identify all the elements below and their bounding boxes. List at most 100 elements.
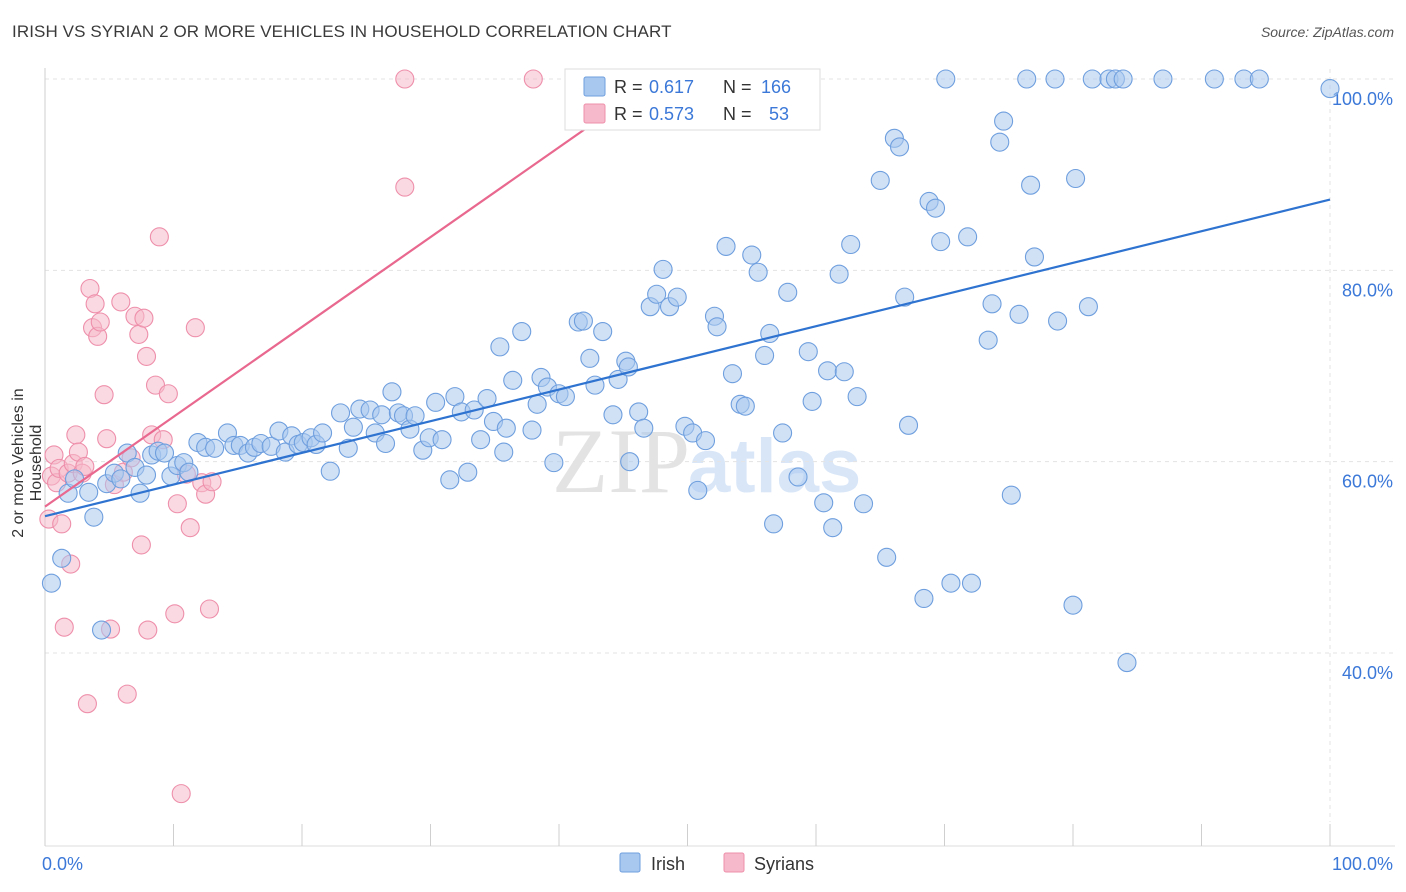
irish-point (84, 507, 104, 527)
irish-point (773, 423, 793, 443)
syrian-point (54, 617, 74, 637)
irish-point (432, 430, 452, 450)
irish-point (338, 438, 358, 458)
irish-point (503, 370, 523, 390)
irish-point (748, 262, 768, 282)
stats-legend: R = 0.617 N = 166 R = 0.573 N = 53 (564, 68, 821, 131)
syrian-point (117, 684, 137, 704)
axes: 40.0% 60.0% 80.0% 100.0% 0.0% 100.0% (42, 68, 1395, 874)
y-tick-label: 80.0% (1342, 280, 1393, 300)
y-tick-label: 60.0% (1342, 472, 1393, 492)
irish-point (707, 317, 727, 337)
irish-point (914, 588, 934, 609)
irish-point (653, 259, 673, 279)
irish-point (853, 494, 874, 514)
irish-point (629, 402, 649, 422)
syrian-point (97, 429, 117, 449)
irish-point (823, 518, 843, 538)
irish-point (522, 420, 542, 440)
irish-point (620, 452, 640, 472)
irish-point (847, 387, 867, 407)
irish-r-value: 0.617 (649, 77, 694, 97)
syrian-r-value: 0.573 (649, 104, 694, 124)
syrian-point (129, 324, 149, 344)
irish-point (372, 405, 392, 425)
irish-point (593, 322, 613, 342)
irish-point (688, 480, 708, 500)
irish-point (458, 462, 478, 482)
irish-point (841, 234, 861, 255)
irish-point (1082, 69, 1102, 89)
syrian-n-value: 53 (769, 104, 789, 124)
syrian-point (199, 599, 220, 619)
irish-point (834, 362, 854, 382)
irish-point (716, 236, 736, 256)
irish-point (931, 232, 951, 252)
irish-point (375, 433, 396, 454)
irish-point (818, 361, 838, 381)
syrian-point (134, 308, 154, 328)
syrian-point (66, 425, 86, 445)
irish-point (343, 417, 363, 437)
series-legend: Irish Syrians (619, 852, 814, 874)
stats-legend-box (564, 68, 821, 131)
syrian-point (395, 69, 415, 89)
irish-point (1320, 79, 1340, 99)
syrian-point (167, 494, 187, 514)
irish-point (1045, 69, 1065, 89)
irish-point (1063, 595, 1083, 615)
irish-point (1021, 175, 1041, 195)
syrian-point (395, 177, 415, 197)
irish-point (330, 403, 351, 423)
syrian-legend-swatch (583, 103, 606, 124)
irish-point (889, 137, 910, 157)
irish-point (667, 287, 687, 307)
irish-point (961, 573, 982, 593)
syrian-point (149, 227, 169, 247)
irish-point (1009, 304, 1029, 324)
syrian-point (138, 620, 158, 640)
irish-point (990, 132, 1010, 152)
irish-point (512, 322, 532, 342)
y-tick-label: 40.0% (1342, 663, 1393, 683)
irish-point (544, 453, 564, 473)
irish-point (405, 406, 425, 426)
irish-point (1204, 69, 1224, 89)
irish-point (1066, 168, 1086, 189)
irish-point (41, 573, 61, 593)
syrian-point (94, 385, 114, 405)
syrian-trend-line (44, 78, 658, 508)
x-tick-label: 0.0% (42, 854, 83, 874)
irish-point (978, 330, 998, 350)
irish-point (898, 415, 919, 435)
syrian-point (131, 535, 151, 555)
irish-point (205, 438, 225, 458)
irish-point (788, 467, 808, 487)
y-tick-label: 100.0% (1332, 89, 1393, 109)
watermark: ZIP atlas (552, 410, 861, 512)
irish-point (111, 469, 131, 489)
irish-point (440, 470, 460, 490)
irish-point (603, 405, 623, 425)
irish-point (79, 482, 99, 502)
irish-point (994, 111, 1014, 131)
irish-point (496, 418, 516, 438)
syrian-point (180, 518, 200, 538)
syrian-point (77, 694, 97, 714)
syrian-point (111, 292, 131, 312)
irish-point (154, 443, 175, 463)
irish-point (982, 294, 1002, 314)
irish-point (1153, 69, 1173, 89)
syrian-point (523, 69, 543, 89)
syrian-point (165, 604, 185, 624)
irish-point (722, 364, 743, 384)
irish-point (1017, 69, 1037, 89)
syrian-n-label: N = (723, 104, 752, 124)
x-tick-label: 100.0% (1332, 854, 1393, 874)
irish-point (647, 284, 667, 304)
irish-point (925, 198, 946, 218)
irish-point (527, 394, 547, 414)
irish-point (382, 382, 402, 402)
syrian-point (52, 514, 72, 534)
